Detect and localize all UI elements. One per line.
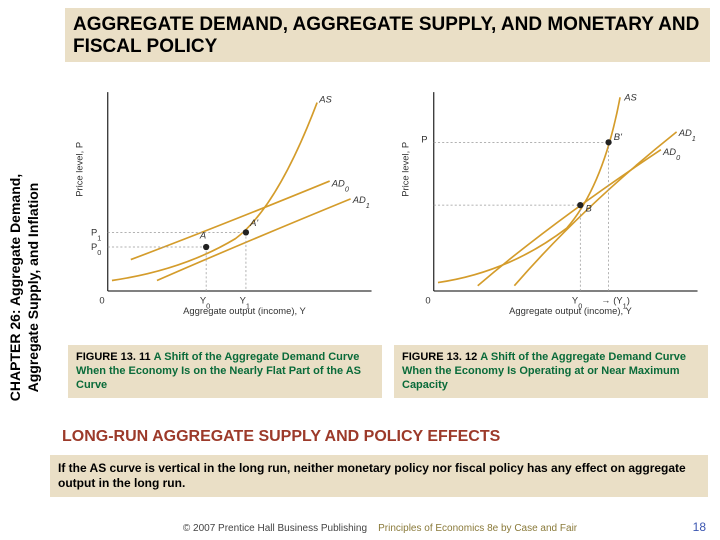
origin-label: 0 bbox=[425, 295, 430, 306]
point-b bbox=[577, 202, 583, 208]
point-b-prime bbox=[605, 139, 611, 145]
captions-row: FIGURE 13. 11 A Shift of the Aggregate D… bbox=[68, 345, 708, 398]
page-number: 18 bbox=[693, 520, 706, 534]
footer-book: Principles of Economics 8e by Case and F… bbox=[378, 523, 577, 534]
ad1-label: AD1 bbox=[678, 127, 696, 143]
chapter-line-1: CHAPTER 26: Aggregate Demand, bbox=[8, 174, 26, 401]
ad0-curve bbox=[478, 150, 661, 286]
slide-title-bar: AGGREGATE DEMAND, AGGREGATE SUPPLY, AND … bbox=[65, 8, 710, 62]
as-label: AS bbox=[318, 94, 332, 105]
point-b-label: B bbox=[586, 202, 592, 213]
point-a-label: A bbox=[199, 230, 206, 241]
chart-right-svg: 0 Aggregate output (income), Y Price lev… bbox=[394, 72, 708, 332]
chapter-line-2: Aggregate Supply, and Inflation bbox=[25, 174, 43, 401]
point-a bbox=[203, 244, 209, 250]
point-a-prime bbox=[243, 229, 249, 235]
as-label: AS bbox=[623, 91, 637, 102]
y-axis-label: Price level, P bbox=[74, 142, 85, 197]
body-text: If the AS curve is vertical in the long … bbox=[50, 455, 708, 497]
x-axis-label: Aggregate output (income), Y bbox=[183, 305, 306, 316]
slide-title: AGGREGATE DEMAND, AGGREGATE SUPPLY, AND … bbox=[73, 14, 702, 58]
ad0-label: AD0 bbox=[331, 177, 349, 192]
ytick-p1: P1 bbox=[91, 226, 101, 242]
as-curve bbox=[112, 103, 317, 281]
caption-right: FIGURE 13. 12 A Shift of the Aggregate D… bbox=[394, 345, 708, 398]
chapter-label: CHAPTER 26: Aggregate Demand, Aggregate … bbox=[8, 174, 43, 401]
footer: © 2007 Prentice Hall Business Publishing… bbox=[50, 523, 710, 534]
point-aprime-label: A' bbox=[249, 217, 259, 228]
fig-num-left: FIGURE 13. 11 bbox=[76, 351, 151, 363]
point-bprime-label: B' bbox=[614, 131, 623, 142]
x-axis-label: Aggregate output (income), Y bbox=[509, 305, 632, 316]
chart-right: 0 Aggregate output (income), Y Price lev… bbox=[394, 72, 708, 332]
ad0-label: AD0 bbox=[662, 146, 680, 162]
y-axis-label: Price level, P bbox=[400, 142, 411, 197]
chart-left: 0 Aggregate output (income), Y Price lev… bbox=[68, 72, 382, 332]
ytick-p: P bbox=[421, 133, 427, 144]
as-curve bbox=[438, 97, 620, 282]
ytick-p0: P0 bbox=[91, 241, 101, 257]
charts-row: 0 Aggregate output (income), Y Price lev… bbox=[68, 72, 708, 332]
ad1-label: AD1 bbox=[352, 194, 370, 210]
chapter-sidebar: CHAPTER 26: Aggregate Demand, Aggregate … bbox=[8, 60, 42, 515]
footer-copyright: © 2007 Prentice Hall Business Publishing bbox=[183, 523, 367, 534]
caption-left: FIGURE 13. 11 A Shift of the Aggregate D… bbox=[68, 345, 382, 398]
section-heading: LONG-RUN AGGREGATE SUPPLY AND POLICY EFF… bbox=[62, 428, 708, 446]
chart-left-svg: 0 Aggregate output (income), Y Price lev… bbox=[68, 72, 382, 332]
fig-num-right: FIGURE 13. 12 bbox=[402, 351, 477, 363]
origin-label: 0 bbox=[99, 295, 104, 306]
